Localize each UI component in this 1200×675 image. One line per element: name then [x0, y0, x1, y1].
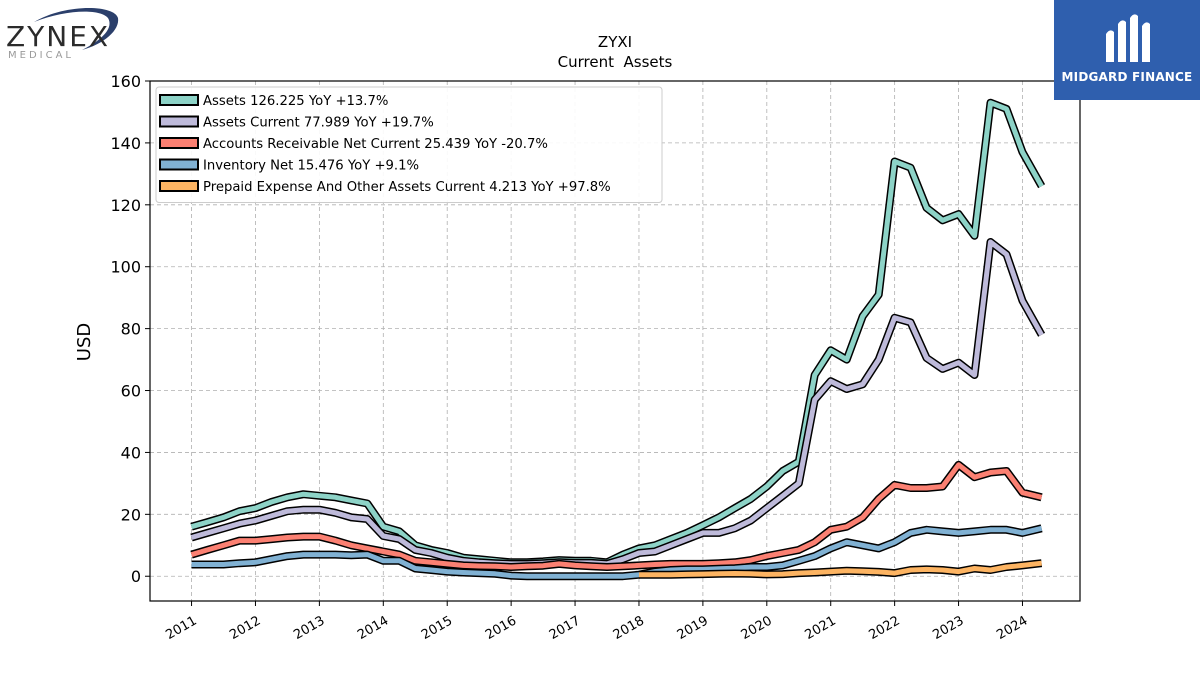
- x-tick-label: 2015: [419, 613, 455, 643]
- series-line: [191, 525, 1043, 579]
- legend-swatch: [159, 137, 199, 149]
- legend: Assets 126.225 YoY +13.7% Assets Current …: [155, 86, 663, 203]
- legend-swatch: [159, 158, 199, 171]
- y-tick-label: 160: [110, 72, 141, 91]
- legend-label: Assets Current 77.989 YoY +19.7%: [203, 116, 434, 131]
- legend-label: Prepaid Expense And Other Assets Current…: [203, 180, 611, 195]
- y-tick-label: 60: [121, 382, 141, 401]
- series-line: [190, 462, 1043, 570]
- y-tick-label: 0: [131, 567, 141, 586]
- x-tick-label: 2024: [994, 613, 1030, 643]
- zynex-logo-sub: MEDICAL: [8, 50, 74, 61]
- legend-box: [155, 86, 663, 203]
- legend-item: Assets Current 77.989 YoY +19.7%: [159, 115, 434, 131]
- x-tick-label: 2011: [163, 613, 199, 643]
- legend-item: Assets 126.225 YoY +13.7%: [159, 94, 388, 109]
- series-lines: [190, 98, 1046, 581]
- midgard-logo-text: MIDGARD FINANCE: [1061, 70, 1193, 84]
- x-tick-label: 2018: [611, 613, 647, 643]
- x-tick-label: 2022: [866, 613, 902, 643]
- y-axis-ticks: 0 20 40 60 80 100 120 140 160: [110, 72, 150, 586]
- chart-title: ZYXI: [598, 33, 632, 51]
- y-tick-label: 40: [121, 443, 141, 462]
- midgard-finance-logo: MIDGARD FINANCE: [1054, 0, 1200, 100]
- legend-label: Assets 126.225 YoY +13.7%: [203, 94, 388, 109]
- legend-item: Accounts Receivable Net Current 25.439 Y…: [159, 137, 548, 152]
- legend-swatch: [159, 180, 199, 192]
- legend-swatch: [159, 115, 199, 128]
- x-tick-label: 2020: [739, 613, 775, 643]
- series-4: [639, 559, 1043, 579]
- series-line: [190, 239, 1044, 567]
- chart-subtitle: Current Assets: [558, 53, 673, 71]
- y-tick-label: 120: [110, 196, 141, 215]
- y-axis-label: USD: [74, 323, 95, 361]
- x-tick-label: 2013: [291, 613, 327, 643]
- series-line: [639, 560, 1042, 578]
- legend-label: Inventory Net 15.476 YoY +9.1%: [203, 159, 419, 174]
- x-tick-label: 2019: [675, 613, 711, 643]
- y-tick-label: 80: [121, 320, 141, 339]
- legend-swatch: [159, 94, 199, 106]
- x-axis-ticks: 2011 2012 2013 2014 2015 2016 2017 2018 2019 2020…: [163, 601, 1030, 643]
- series-2: [190, 460, 1043, 571]
- legend-item: Prepaid Expense And Other Assets Current…: [159, 180, 611, 195]
- x-tick-label: 2014: [355, 613, 391, 643]
- zynex-logo: ZYNEX MEDICAL: [4, 4, 124, 64]
- legend-label: Accounts Receivable Net Current 25.439 Y…: [203, 137, 548, 152]
- x-tick-label: 2012: [227, 613, 263, 643]
- midgard-emblem-icon: [1106, 14, 1150, 62]
- y-tick-label: 20: [121, 505, 141, 524]
- zynex-swoosh-icon: [34, 7, 119, 50]
- x-tick-label: 2023: [930, 613, 966, 643]
- x-tick-label: 2016: [483, 613, 519, 643]
- series-3: [191, 524, 1043, 581]
- y-tick-label: 100: [110, 258, 141, 277]
- y-tick-label: 140: [110, 134, 141, 153]
- x-tick-label: 2021: [803, 613, 839, 643]
- series-1: [190, 238, 1046, 568]
- x-tick-label: 2017: [547, 613, 583, 643]
- plot-border: [149, 80, 1081, 602]
- zynex-logo-word: ZYNEX: [6, 20, 111, 53]
- legend-item: Inventory Net 15.476 YoY +9.1%: [159, 158, 419, 174]
